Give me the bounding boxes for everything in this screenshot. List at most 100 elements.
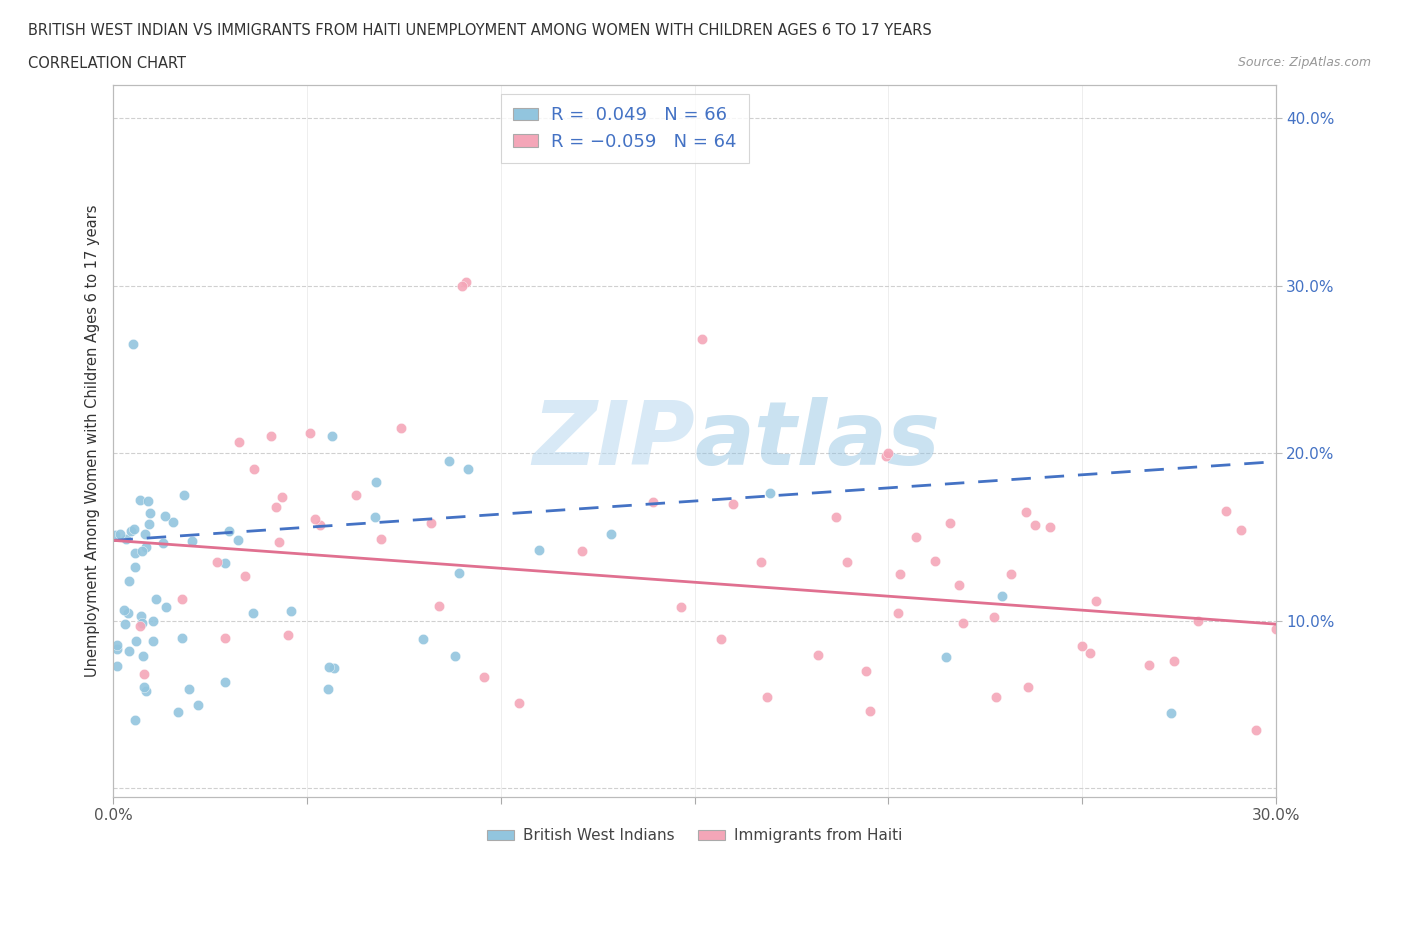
Point <box>228 434 250 449</box>
Point <box>179 682 201 697</box>
Point <box>877 445 900 460</box>
Point <box>344 487 367 502</box>
Point <box>299 426 322 441</box>
Point <box>924 553 946 568</box>
Text: CORRELATION CHART: CORRELATION CHART <box>28 56 186 71</box>
Point <box>112 603 135 618</box>
Point <box>1230 523 1253 538</box>
Text: atlas: atlas <box>695 397 941 485</box>
Point <box>437 453 460 468</box>
Point <box>1024 518 1046 533</box>
Point <box>214 555 236 570</box>
Point <box>105 658 128 673</box>
Point <box>155 600 177 615</box>
Point <box>214 675 236 690</box>
Point <box>855 663 877 678</box>
Point <box>131 543 153 558</box>
Point <box>132 667 155 682</box>
Point <box>643 495 665 510</box>
Text: BRITISH WEST INDIAN VS IMMIGRANTS FROM HAITI UNEMPLOYMENT AMONG WOMEN WITH CHILD: BRITISH WEST INDIAN VS IMMIGRANTS FROM H… <box>28 23 932 38</box>
Point <box>321 429 343 444</box>
Point <box>280 603 302 618</box>
Point <box>889 566 911 581</box>
Point <box>170 631 193 645</box>
Point <box>132 649 155 664</box>
Point <box>1017 680 1039 695</box>
Point <box>114 617 136 631</box>
Point <box>571 543 593 558</box>
Point <box>420 516 443 531</box>
Point <box>304 512 326 526</box>
Point <box>508 696 530 711</box>
Point <box>308 518 330 533</box>
Point <box>269 534 291 549</box>
Point <box>948 578 970 592</box>
Point <box>759 485 782 500</box>
Point <box>457 461 479 476</box>
Point <box>117 605 139 620</box>
Point <box>129 492 152 507</box>
Point <box>905 530 928 545</box>
Point <box>131 616 153 631</box>
Point <box>710 631 733 646</box>
Point <box>136 494 159 509</box>
Point <box>260 429 283 444</box>
Point <box>187 698 209 712</box>
Point <box>1078 646 1101 661</box>
Point <box>145 591 167 606</box>
Point <box>364 474 387 489</box>
Point <box>447 565 470 580</box>
Point <box>233 568 256 583</box>
Point <box>139 506 162 521</box>
Point <box>751 555 773 570</box>
Point <box>474 670 496 684</box>
Point <box>1000 566 1022 581</box>
Point <box>124 546 146 561</box>
Point <box>984 689 1007 704</box>
Point <box>454 275 477 290</box>
Point <box>1015 505 1038 520</box>
Point <box>205 554 228 569</box>
Point <box>527 543 550 558</box>
Point <box>1264 622 1286 637</box>
Point <box>723 496 745 511</box>
Point <box>135 540 157 555</box>
Point <box>451 278 474 293</box>
Point <box>170 591 193 606</box>
Point <box>153 509 176 524</box>
Point <box>875 449 897 464</box>
Point <box>124 712 146 727</box>
Point <box>825 510 848 525</box>
Point <box>124 559 146 574</box>
Point <box>120 524 142 538</box>
Point <box>277 627 299 642</box>
Legend: British West Indians, Immigrants from Haiti: British West Indians, Immigrants from Ha… <box>481 822 908 849</box>
Point <box>692 332 714 347</box>
Point <box>323 660 346 675</box>
Point <box>1160 706 1182 721</box>
Text: Source: ZipAtlas.com: Source: ZipAtlas.com <box>1237 56 1371 69</box>
Point <box>427 599 450 614</box>
Point <box>135 684 157 698</box>
Point <box>370 532 392 547</box>
Point <box>364 510 387 525</box>
Point <box>132 679 155 694</box>
Point <box>859 703 882 718</box>
Point <box>600 527 623 542</box>
Point <box>318 659 340 674</box>
Point <box>952 615 974 630</box>
Point <box>835 554 858 569</box>
Point <box>1187 614 1209 629</box>
Point <box>983 609 1005 624</box>
Point <box>806 648 828 663</box>
Point <box>142 614 165 629</box>
Point <box>756 689 779 704</box>
Point <box>935 649 957 664</box>
Point <box>214 631 236 645</box>
Point <box>131 609 153 624</box>
Point <box>1071 639 1094 654</box>
Point <box>152 536 174 551</box>
Point <box>1039 520 1062 535</box>
Point <box>104 527 127 542</box>
Y-axis label: Unemployment Among Women with Children Ages 6 to 17 years: Unemployment Among Women with Children A… <box>86 205 100 677</box>
